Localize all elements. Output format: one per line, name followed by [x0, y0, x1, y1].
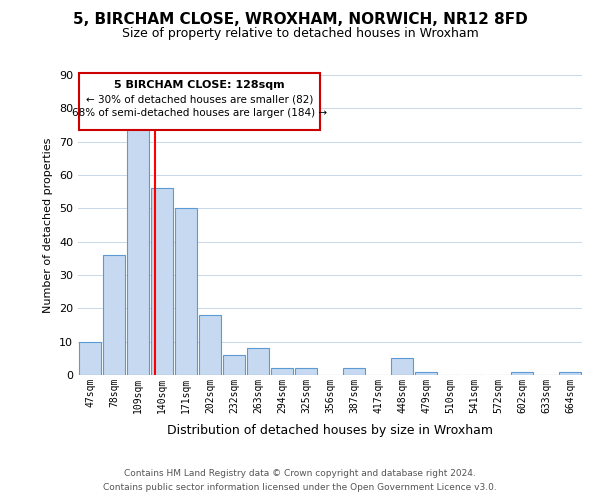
Bar [559, 372, 581, 375]
Text: 5, BIRCHAM CLOSE, WROXHAM, NORWICH, NR12 8FD: 5, BIRCHAM CLOSE, WROXHAM, NORWICH, NR12… [73, 12, 527, 28]
Bar [511, 372, 533, 375]
Bar [79, 342, 101, 375]
FancyBboxPatch shape [79, 74, 320, 130]
Bar [271, 368, 293, 375]
Bar [175, 208, 197, 375]
Y-axis label: Number of detached properties: Number of detached properties [43, 138, 53, 312]
X-axis label: Distribution of detached houses by size in Wroxham: Distribution of detached houses by size … [167, 424, 493, 437]
Text: Contains HM Land Registry data © Crown copyright and database right 2024.: Contains HM Land Registry data © Crown c… [124, 468, 476, 477]
Bar [103, 255, 125, 375]
Text: Contains public sector information licensed under the Open Government Licence v3: Contains public sector information licen… [103, 484, 497, 492]
Text: Size of property relative to detached houses in Wroxham: Size of property relative to detached ho… [122, 28, 478, 40]
Bar [295, 368, 317, 375]
Bar [151, 188, 173, 375]
Bar [199, 315, 221, 375]
Bar [415, 372, 437, 375]
Bar [223, 355, 245, 375]
Text: ← 30% of detached houses are smaller (82): ← 30% of detached houses are smaller (82… [86, 95, 313, 105]
Bar [127, 125, 149, 375]
Bar [343, 368, 365, 375]
Text: 5 BIRCHAM CLOSE: 128sqm: 5 BIRCHAM CLOSE: 128sqm [115, 80, 285, 90]
Text: 68% of semi-detached houses are larger (184) →: 68% of semi-detached houses are larger (… [72, 108, 328, 118]
Bar [391, 358, 413, 375]
Bar [247, 348, 269, 375]
